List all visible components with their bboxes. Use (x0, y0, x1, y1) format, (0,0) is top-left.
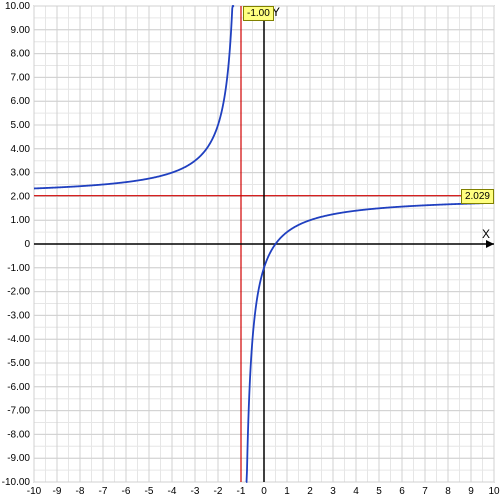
svg-text:10.00: 10.00 (5, 1, 30, 12)
svg-text:-9: -9 (53, 486, 62, 497)
svg-text:-1: -1 (237, 486, 246, 497)
chart-container: -10-9-8-7-6-5-4-3-2-1012345678910-10.00-… (0, 0, 500, 500)
vertical-asymptote-label: -1.00 (243, 6, 274, 21)
svg-text:5: 5 (376, 486, 382, 497)
svg-text:3: 3 (330, 486, 336, 497)
svg-text:-9.00: -9.00 (7, 453, 30, 464)
svg-text:0: 0 (261, 486, 267, 497)
svg-text:X: X (482, 227, 490, 241)
svg-text:2: 2 (307, 486, 313, 497)
svg-text:-6.00: -6.00 (7, 382, 30, 393)
svg-text:6: 6 (399, 486, 405, 497)
svg-text:-5: -5 (145, 486, 154, 497)
svg-text:-7: -7 (99, 486, 108, 497)
svg-text:7: 7 (422, 486, 428, 497)
svg-text:3.00: 3.00 (11, 168, 31, 179)
svg-text:9.00: 9.00 (11, 25, 31, 36)
svg-text:4.00: 4.00 (11, 144, 31, 155)
svg-text:-3: -3 (191, 486, 200, 497)
svg-text:10: 10 (488, 486, 500, 497)
svg-text:1.00: 1.00 (11, 215, 31, 226)
svg-text:4: 4 (353, 486, 359, 497)
svg-text:-4.00: -4.00 (7, 334, 30, 345)
svg-text:-7.00: -7.00 (7, 406, 30, 417)
svg-text:0: 0 (24, 239, 30, 250)
svg-text:5.00: 5.00 (11, 120, 31, 131)
svg-text:-5.00: -5.00 (7, 358, 30, 369)
svg-text:-10.00: -10.00 (2, 477, 31, 488)
svg-text:-2: -2 (214, 486, 223, 497)
svg-text:6.00: 6.00 (11, 96, 31, 107)
svg-text:8.00: 8.00 (11, 49, 31, 60)
svg-text:-2.00: -2.00 (7, 287, 30, 298)
svg-text:7.00: 7.00 (11, 72, 31, 83)
svg-text:9: 9 (468, 486, 474, 497)
svg-text:2.00: 2.00 (11, 191, 31, 202)
svg-text:-6: -6 (122, 486, 131, 497)
svg-text:-8: -8 (76, 486, 85, 497)
svg-text:-4: -4 (168, 486, 177, 497)
svg-text:-1.00: -1.00 (7, 263, 30, 274)
svg-text:-8.00: -8.00 (7, 429, 30, 440)
svg-text:-3.00: -3.00 (7, 310, 30, 321)
svg-text:8: 8 (445, 486, 451, 497)
horizontal-asymptote-label: 2.029 (461, 189, 494, 204)
hyperbola-chart: -10-9-8-7-6-5-4-3-2-1012345678910-10.00-… (0, 0, 500, 500)
svg-text:1: 1 (284, 486, 290, 497)
